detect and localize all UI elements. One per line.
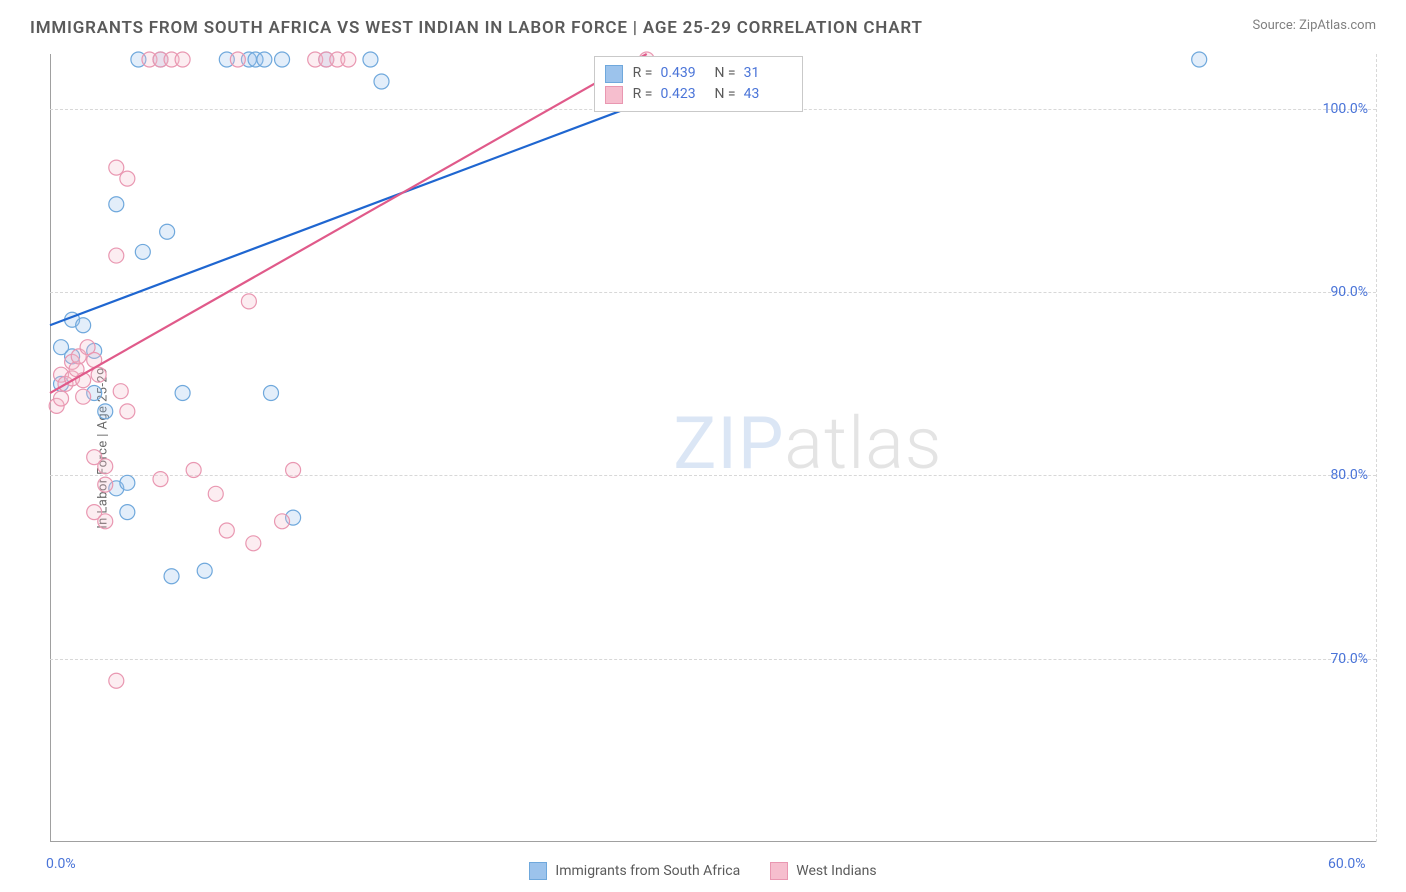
scatter-point	[241, 294, 256, 309]
legend: Immigrants from South Africa West Indian…	[0, 862, 1406, 880]
n-value-series1: 31	[744, 63, 788, 84]
legend-swatch-series1	[529, 862, 547, 880]
scatter-point	[109, 673, 124, 688]
scatter-svg	[50, 54, 1376, 842]
r-label: R =	[633, 63, 653, 84]
swatch-series1	[605, 65, 623, 83]
scatter-point	[374, 74, 389, 89]
swatch-series2	[605, 86, 623, 104]
scatter-point	[54, 391, 69, 406]
scatter-point	[363, 52, 378, 67]
scatter-point	[275, 514, 290, 529]
scatter-point	[120, 404, 135, 419]
scatter-point	[109, 248, 124, 263]
scatter-point	[153, 472, 168, 487]
scatter-point	[109, 197, 124, 212]
scatter-point	[275, 52, 290, 67]
scatter-point	[1192, 52, 1207, 67]
scatter-point	[135, 244, 150, 259]
scatter-point	[76, 318, 91, 333]
correlation-stats-box: R = 0.439 N = 31 R = 0.423 N = 43	[594, 56, 803, 112]
stats-row-series1: R = 0.439 N = 31	[605, 63, 788, 84]
scatter-point	[286, 462, 301, 477]
scatter-point	[257, 52, 272, 67]
regression-line	[50, 54, 647, 393]
scatter-point	[113, 384, 128, 399]
legend-label-series1: Immigrants from South Africa	[555, 863, 740, 879]
scatter-point	[341, 52, 356, 67]
legend-swatch-series2	[770, 862, 788, 880]
scatter-point	[160, 224, 175, 239]
legend-item-series2: West Indians	[770, 862, 876, 880]
scatter-point	[208, 486, 223, 501]
n-value-series2: 43	[744, 84, 788, 105]
scatter-point	[197, 563, 212, 578]
scatter-point	[230, 52, 245, 67]
scatter-point	[120, 171, 135, 186]
n-label: N =	[714, 84, 735, 105]
n-label: N =	[714, 63, 735, 84]
stats-row-series2: R = 0.423 N = 43	[605, 84, 788, 105]
scatter-point	[164, 569, 179, 584]
legend-item-series1: Immigrants from South Africa	[529, 862, 740, 880]
chart-area: In Labor Force | Age 25-29 ZIPatlas 70.0…	[50, 54, 1376, 842]
scatter-point	[186, 462, 201, 477]
scatter-point	[98, 404, 113, 419]
scatter-point	[120, 475, 135, 490]
scatter-point	[98, 459, 113, 474]
scatter-point	[175, 52, 190, 67]
source-label: Source: ZipAtlas.com	[1252, 18, 1376, 33]
scatter-point	[109, 160, 124, 175]
gridline-v	[1376, 54, 1377, 842]
scatter-point	[98, 477, 113, 492]
r-label: R =	[633, 84, 653, 105]
scatter-point	[98, 514, 113, 529]
scatter-point	[219, 523, 234, 538]
scatter-point	[120, 505, 135, 520]
scatter-point	[264, 386, 279, 401]
legend-label-series2: West Indians	[796, 863, 876, 879]
r-value-series1: 0.439	[660, 63, 704, 84]
scatter-point	[246, 536, 261, 551]
scatter-point	[175, 386, 190, 401]
plot-region: ZIPatlas 70.0%80.0%90.0%100.0%0.0%60.0%	[50, 54, 1376, 842]
chart-title: IMMIGRANTS FROM SOUTH AFRICA VS WEST IND…	[30, 18, 923, 38]
scatter-point	[76, 389, 91, 404]
header-row: IMMIGRANTS FROM SOUTH AFRICA VS WEST IND…	[0, 0, 1406, 46]
r-value-series2: 0.423	[660, 84, 704, 105]
